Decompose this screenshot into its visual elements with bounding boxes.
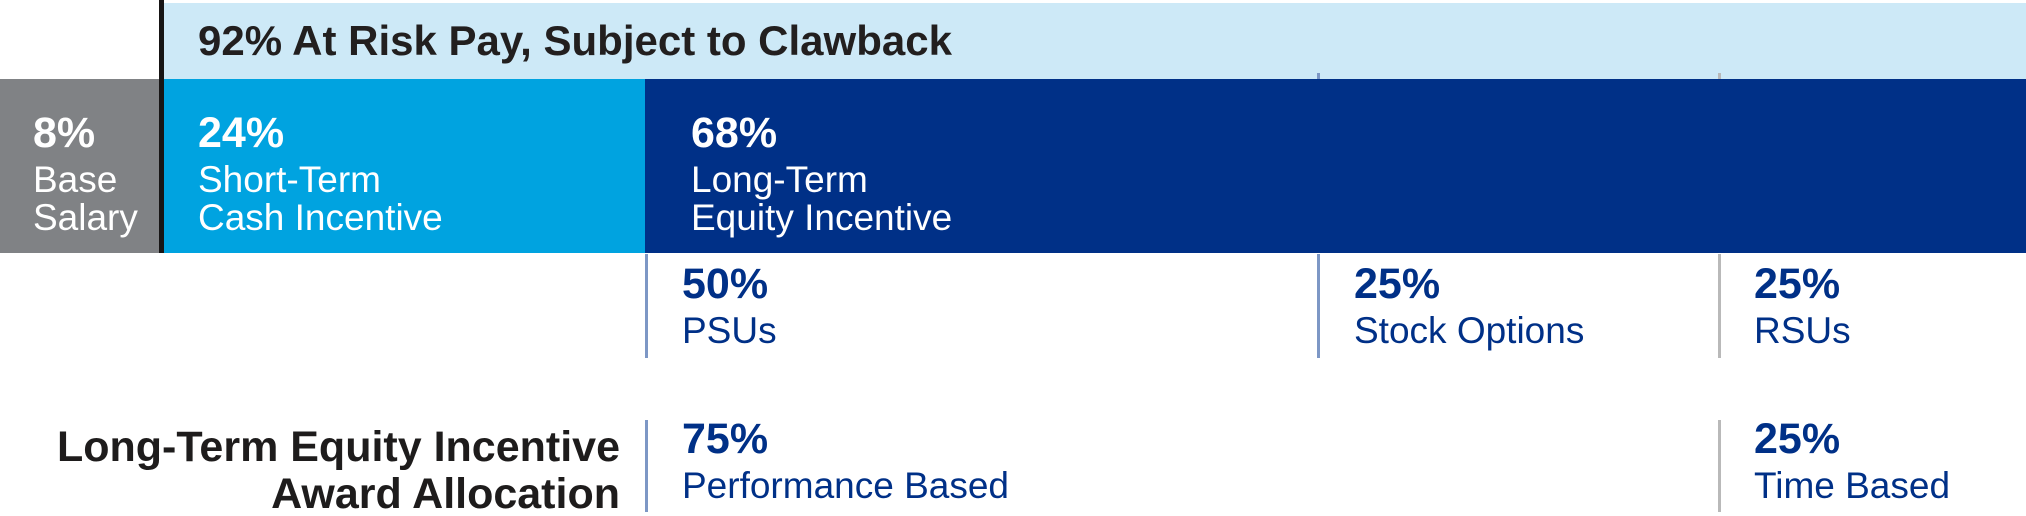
performance-based-divider-line [645,420,648,512]
at-risk-band-label: 92% At Risk Pay, Subject to Clawback [198,17,952,64]
time-based-label: Time Based [1754,465,1951,506]
time-based-divider-line [1718,420,1721,512]
rsus-percent: 25% [1754,260,1841,308]
stock-options-block: 25% Stock Options [1354,259,1584,353]
stock-options-divider-line [1317,254,1320,358]
time-based-block: 25% Time Based [1754,414,1950,508]
stock-options-label: Stock Options [1354,310,1585,351]
base-salary-separator-line [159,0,164,253]
segment-short-term-cash-incentive: 24% Short-Term Cash Incentive [164,79,645,253]
psus-block: 50% PSUs [682,259,777,353]
rsus-divider-line [1718,254,1721,358]
psus-label: PSUs [682,310,777,351]
performance-based-label: Performance Based [682,465,1010,506]
performance-based-block: 75% Performance Based [682,414,1009,508]
base-salary-percent: 8% [33,109,96,157]
base-salary-label-line2: Salary [33,197,138,238]
long-term-label-line1: Long-Term [691,159,868,200]
award-allocation-heading-line2: Award Allocation [271,470,620,516]
stock-options-percent: 25% [1354,260,1441,308]
long-term-label-line2: Equity Incentive [691,197,953,238]
long-term-percent: 68% [691,109,778,157]
performance-based-percent: 75% [682,415,769,463]
options-rsu-boundary-tick [1718,73,1721,79]
psus-divider-line [645,254,648,358]
psus-percent: 50% [682,260,769,308]
time-based-percent: 25% [1754,415,1841,463]
at-risk-band: 92% At Risk Pay, Subject to Clawback [164,3,2026,79]
base-salary-label-line1: Base [33,159,118,200]
short-term-percent: 24% [198,109,285,157]
short-term-label-line1: Short-Term [198,159,381,200]
short-term-label-line2: Cash Incentive [198,197,443,238]
rsus-label: RSUs [1754,310,1851,351]
rsus-block: 25% RSUs [1754,259,1851,353]
segment-base-salary: 8% Base Salary [0,79,159,253]
segment-long-term-equity-incentive: 68% Long-Term Equity Incentive [645,79,2026,253]
psu-options-boundary-tick [1317,73,1320,79]
award-allocation-heading: Long-Term Equity Incentive Award Allocat… [0,424,620,516]
award-allocation-heading-line1: Long-Term Equity Incentive [56,423,620,471]
